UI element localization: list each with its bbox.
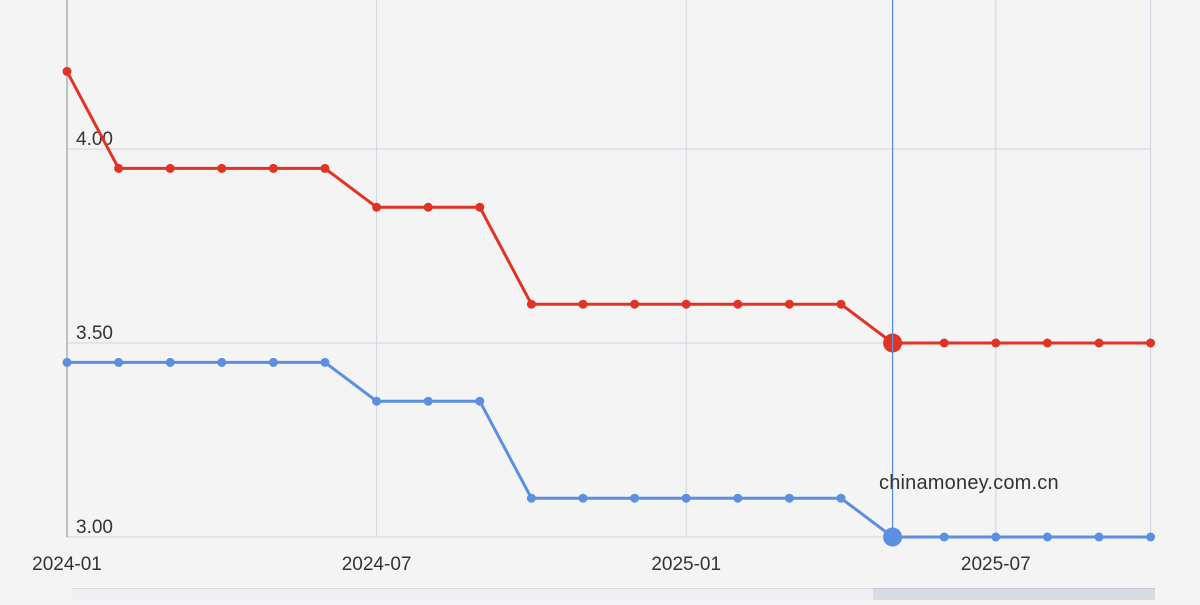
x-axis-labels: 2024-01 2024-07 2025-01 2025-07 <box>32 554 1031 575</box>
data-point[interactable] <box>681 493 691 503</box>
data-point[interactable] <box>991 532 1001 542</box>
data-point[interactable] <box>630 493 640 503</box>
data-point[interactable] <box>784 299 794 309</box>
data-point[interactable] <box>320 163 330 173</box>
data-point[interactable] <box>784 493 794 503</box>
data-point[interactable] <box>372 202 382 212</box>
series-line-1 <box>65 70 1151 345</box>
data-point[interactable] <box>836 299 846 309</box>
data-point[interactable] <box>1094 532 1104 542</box>
data-point[interactable] <box>217 163 227 173</box>
data-point[interactable] <box>423 202 433 212</box>
data-point[interactable] <box>475 396 485 406</box>
data-zoom-window[interactable] <box>873 588 1155 600</box>
y-axis-labels: 3.00 3.50 4.00 <box>76 129 113 538</box>
data-point[interactable] <box>320 357 330 367</box>
data-point[interactable] <box>475 202 485 212</box>
data-point[interactable] <box>423 396 433 406</box>
data-point[interactable] <box>526 493 536 503</box>
data-point[interactable] <box>578 299 588 309</box>
data-point[interactable] <box>939 338 949 348</box>
data-point[interactable] <box>62 66 72 76</box>
data-point[interactable] <box>1094 338 1104 348</box>
data-point[interactable] <box>1042 338 1052 348</box>
x-tick-label: 2025-01 <box>651 554 721 575</box>
data-point[interactable] <box>114 163 124 173</box>
data-point[interactable] <box>991 338 1001 348</box>
x-tick-label: 2024-01 <box>32 554 102 575</box>
series-line-2 <box>67 360 1151 539</box>
y-tick-label: 3.50 <box>76 323 113 344</box>
data-point[interactable] <box>1146 338 1156 348</box>
data-point[interactable] <box>630 299 640 309</box>
x-tick-label: 2024-07 <box>342 554 412 575</box>
data-point[interactable] <box>372 396 382 406</box>
data-point[interactable] <box>526 299 536 309</box>
data-point[interactable] <box>165 163 175 173</box>
data-point[interactable] <box>733 493 743 503</box>
data-point[interactable] <box>733 299 743 309</box>
data-point[interactable] <box>836 493 846 503</box>
data-point[interactable] <box>268 163 278 173</box>
y-tick-label: 3.00 <box>76 517 113 538</box>
data-point[interactable] <box>1146 532 1156 542</box>
watermark-text: chinamoney.com.cn <box>879 472 1059 494</box>
grid <box>66 0 1152 538</box>
data-point[interactable] <box>114 357 124 367</box>
series <box>62 66 1156 547</box>
data-point[interactable] <box>939 532 949 542</box>
y-tick-label: 4.00 <box>76 129 113 150</box>
data-point[interactable] <box>268 357 278 367</box>
data-point[interactable] <box>165 357 175 367</box>
data-point[interactable] <box>1042 532 1052 542</box>
data-point[interactable] <box>681 299 691 309</box>
data-point[interactable] <box>578 493 588 503</box>
x-tick-label: 2025-07 <box>961 554 1031 575</box>
data-point[interactable] <box>62 357 72 367</box>
data-point[interactable] <box>217 357 227 367</box>
